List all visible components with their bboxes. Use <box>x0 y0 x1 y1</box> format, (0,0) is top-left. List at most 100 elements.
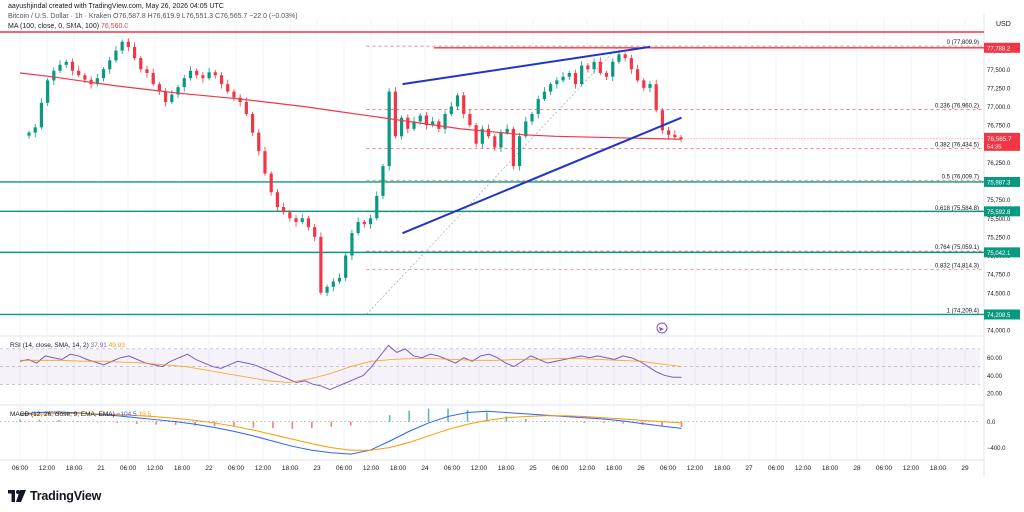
candle-body <box>120 41 124 51</box>
candle-body <box>455 95 460 107</box>
fib-level-label: 0 (77,809.9) <box>947 40 979 46</box>
candle-body <box>188 70 193 79</box>
currency-label: USD <box>996 21 1011 28</box>
candle-body <box>126 41 130 47</box>
tradingview-logo: TradingView <box>8 488 101 504</box>
attribution-text: aayushjindal created with TradingView.co… <box>8 3 224 10</box>
symbol-title[interactable]: Bitcoin / U.S. Dollar · 1h · Kraken <box>8 13 112 20</box>
time-tick-label: 22 <box>205 465 213 472</box>
trendline <box>402 45 651 86</box>
level-price-label: 74,208.5 <box>987 313 1011 319</box>
candle-body <box>164 91 168 103</box>
candle-body <box>462 95 466 114</box>
price-tick-label: 76,250.0 <box>987 161 1011 167</box>
fib-level-label: 0.236 (76,960.2) <box>935 103 979 109</box>
fib-level-label: 0.5 (76,009.7) <box>942 174 979 180</box>
price-tick-label: 77,250.0 <box>987 86 1011 92</box>
rsi-tick-label: 60.00 <box>987 356 1003 362</box>
candle-body <box>195 70 199 76</box>
candle-body <box>64 61 68 65</box>
candle-body <box>412 121 416 129</box>
macd-signal-value: 19.5 <box>138 411 152 418</box>
candle-body <box>648 84 652 88</box>
candle-body <box>244 102 248 114</box>
candle-body <box>201 75 205 79</box>
level-price-tag <box>984 176 1020 187</box>
last-price-tag <box>984 132 1020 151</box>
candle-body <box>319 236 323 293</box>
rsi-legend[interactable]: RSI (14, close, SMA, 14, 2) 37.91 49.93 <box>10 342 125 349</box>
macd-tick-label: 0.0 <box>987 420 996 426</box>
time-tick-label: 27 <box>745 465 753 472</box>
rsi-tick-label: 20.00 <box>987 392 1003 398</box>
rsi-ma-value: 49.93 <box>108 342 125 349</box>
macd-histogram-bar <box>233 421 235 427</box>
candle-body <box>70 61 75 71</box>
macd-signal-line <box>19 412 682 451</box>
candle-body <box>524 121 528 137</box>
macd-histogram-bar <box>194 421 196 426</box>
candle-body <box>517 136 522 167</box>
candle-body <box>313 227 317 237</box>
time-tick-label: 06:00 <box>336 465 353 472</box>
candle-body <box>362 221 366 225</box>
candle-body <box>406 117 410 129</box>
ma-indicator-value: 76,560.0 <box>101 23 129 30</box>
candle-body <box>46 80 50 103</box>
candle-body <box>381 166 385 196</box>
time-tick-label: 18:00 <box>390 465 407 472</box>
chart-cursor-icon <box>656 322 668 334</box>
candle-body <box>257 132 261 152</box>
candle-body <box>511 128 515 167</box>
main-pane: 0 (77,809.9) 0.236 (76,960.2) 0.382 (76,43… <box>0 31 984 334</box>
rsi-pane <box>0 344 980 391</box>
level-price-label: 75,042.1 <box>987 251 1011 257</box>
ma-indicator-label[interactable]: MA (100, close, 0, SMA, 100) <box>8 23 100 30</box>
level-price-tag <box>984 309 1020 320</box>
time-tick-label: 26 <box>637 465 645 472</box>
macd-histogram-bar <box>486 412 488 422</box>
macd-legend[interactable]: MACD (12, 26, close, 9, EMA, EMA) −104.5… <box>10 411 151 418</box>
price-tick-label: 76,750.0 <box>987 124 1011 130</box>
price-tick-label: 74,750.0 <box>987 273 1011 279</box>
candle-body <box>592 61 596 70</box>
candle-body <box>282 207 286 213</box>
macd-histogram-bar <box>135 421 138 424</box>
candle-body <box>145 69 149 73</box>
macd-histogram-bar <box>311 421 313 429</box>
candle-body <box>623 54 627 59</box>
candle-body <box>101 69 106 79</box>
macd-histogram-bar <box>38 419 41 422</box>
time-tick-label: 24 <box>421 465 429 472</box>
candle-body <box>331 281 335 287</box>
macd-histogram-bar <box>505 416 508 422</box>
candle-body <box>108 60 112 70</box>
candle-body <box>226 84 230 92</box>
tradingview-logo-icon <box>8 490 26 502</box>
macd-pane <box>0 408 980 455</box>
time-tick-label: 12:00 <box>471 465 488 472</box>
chart-grid <box>0 14 985 476</box>
level-price-label: 75,592.8 <box>987 210 1011 216</box>
price-tick-label: 75,750.0 <box>987 198 1011 204</box>
time-tick-label: 06:00 <box>660 465 677 472</box>
macd-histogram-bar <box>622 421 624 424</box>
candle-body <box>52 70 56 81</box>
time-tick-label: 18:00 <box>174 465 191 472</box>
candle-body <box>493 136 497 148</box>
candle-body <box>673 134 677 138</box>
candle-body <box>573 72 578 85</box>
candle-body <box>586 65 590 70</box>
time-tick-label: 29 <box>961 465 969 472</box>
time-tick-label: 18:00 <box>66 465 83 472</box>
candle-body <box>474 125 478 144</box>
candle-body <box>604 72 609 77</box>
candle-body <box>431 121 435 126</box>
time-tick-label: 12:00 <box>579 465 596 472</box>
candle-body <box>294 218 298 222</box>
candle-body <box>269 173 273 193</box>
candle-body <box>275 192 279 208</box>
time-tick-label: 12:00 <box>147 465 164 472</box>
candle-body <box>263 151 267 174</box>
